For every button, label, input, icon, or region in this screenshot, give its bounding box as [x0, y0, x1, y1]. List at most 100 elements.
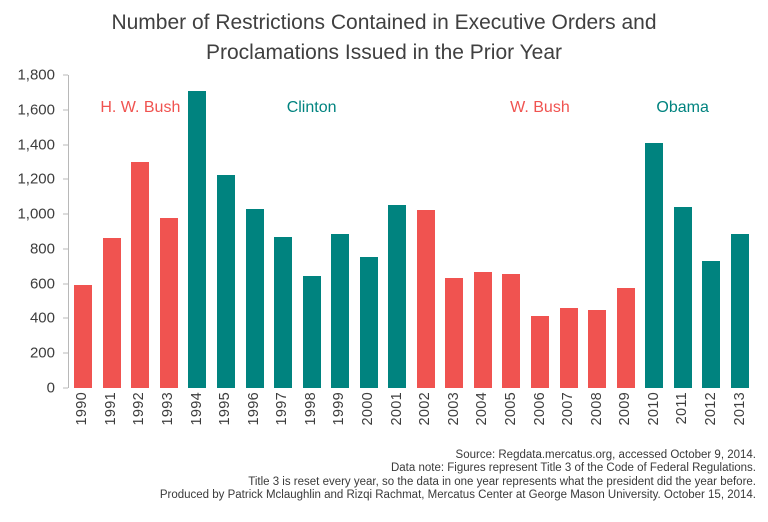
bar-slot — [354, 75, 383, 388]
bar-slot — [469, 75, 498, 388]
x-tick-label: 1997 — [274, 392, 291, 426]
x-label-slot: 2001 — [382, 392, 411, 436]
x-tick-label: 1994 — [188, 392, 205, 426]
bar-slot — [126, 75, 155, 388]
y-tick-label: 1,800 — [17, 66, 55, 84]
bar-1998 — [302, 275, 321, 388]
y-axis: 0 200 400 600 800 1,000 1,200 1,400 1,600 1,800 — [0, 67, 68, 397]
x-label-slot: 2007 — [554, 392, 583, 436]
x-label-slot: 1991 — [97, 392, 126, 436]
bar-slot — [526, 75, 555, 388]
y-tick-mark — [63, 74, 68, 76]
x-tick-label: 2005 — [502, 392, 519, 426]
x-tick-label: 2012 — [703, 392, 719, 426]
x-label-slot: 2013 — [725, 392, 754, 436]
x-label-slot: 2011 — [668, 392, 697, 436]
y-tick-mark — [63, 387, 68, 389]
y-tick-mark — [63, 317, 68, 319]
x-label-slot: 2008 — [582, 392, 611, 436]
bar-1993 — [159, 218, 178, 388]
footer-source-line: Source: Regdata.mercatus.org, accessed O… — [455, 449, 756, 461]
x-tick-label: 2009 — [617, 392, 634, 426]
x-tick-label: 1995 — [217, 392, 234, 426]
x-label-slot: 2000 — [354, 392, 383, 436]
y-tick-label: 200 — [29, 344, 55, 362]
x-tick-label: 2001 — [388, 392, 405, 426]
bar-2011 — [673, 207, 692, 388]
bar-slot — [583, 75, 612, 388]
x-tick-label: 2003 — [445, 392, 462, 426]
bar-2002 — [416, 209, 435, 388]
x-tick-label: 2007 — [560, 392, 577, 426]
x-tick-label: 2006 — [531, 392, 548, 426]
x-label-slot: 2012 — [697, 392, 726, 436]
x-label-slot: 1993 — [154, 392, 183, 436]
bar-1997 — [274, 236, 293, 388]
bar-2003 — [445, 277, 464, 388]
x-label-slot: 1994 — [182, 392, 211, 436]
bar-slot — [326, 75, 355, 388]
y-tick-mark — [63, 283, 68, 285]
y-tick-label: 400 — [29, 309, 55, 327]
footer-data-note-line: Data note: Figures represent Title 3 of … — [390, 462, 756, 475]
bar-slot — [297, 75, 326, 388]
bar-slot — [726, 75, 755, 388]
bar-1994 — [188, 90, 207, 388]
bar-slot — [155, 75, 184, 388]
x-label-slot: 1999 — [325, 392, 354, 436]
president-label-w-bush: W. Bush — [510, 99, 570, 116]
x-label-slot: 1990 — [68, 392, 97, 436]
x-label-slot: 2003 — [440, 392, 469, 436]
y-tick-label: 1,000 — [17, 205, 55, 223]
x-tick-label: 2004 — [474, 392, 491, 426]
bar-1991 — [102, 238, 121, 388]
bar-2013 — [730, 234, 749, 388]
bar-2010 — [645, 142, 664, 388]
x-axis-labels: 1990 1991 1992 1993 1994 1995 1996 1997 1998 1999… — [68, 392, 754, 436]
bar-2008 — [588, 309, 607, 388]
bar-slot — [497, 75, 526, 388]
bar-1999 — [331, 234, 350, 388]
y-tick-mark — [63, 178, 68, 180]
bar-2006 — [531, 315, 550, 388]
bar-2000 — [359, 256, 378, 388]
bar-2007 — [559, 308, 578, 388]
y-tick-mark — [63, 213, 68, 215]
y-tick-label: 1,400 — [17, 136, 55, 154]
x-tick-label: 2002 — [417, 392, 434, 426]
y-tick-label: 1,200 — [17, 170, 55, 188]
x-label-slot: 2004 — [468, 392, 497, 436]
y-tick-label: 1,600 — [17, 101, 55, 119]
bar-2004 — [473, 272, 492, 388]
x-label-slot: 2009 — [611, 392, 640, 436]
x-tick-label: 2011 — [674, 392, 691, 425]
y-tick-label: 600 — [29, 275, 55, 293]
footer-credits-line: Produced by Patrick Mclaughlin and Rizqi… — [159, 488, 756, 501]
x-tick-label: 2013 — [731, 392, 748, 426]
president-label-obama: Obama — [656, 99, 709, 116]
president-label-h-w-bush: H. W. Bush — [100, 99, 181, 116]
bar-slot — [240, 75, 269, 388]
bar-1992 — [131, 161, 150, 388]
chart-title: Number of Restrictions Contained in Exec… — [0, 8, 768, 69]
x-tick-label: 1996 — [245, 392, 262, 426]
bar-1996 — [245, 208, 264, 388]
y-tick-mark — [63, 352, 68, 354]
bar-slot — [183, 75, 212, 388]
x-tick-label: 1991 — [102, 392, 119, 426]
chart-title-text: Number of Restrictions Contained in Exec… — [111, 11, 657, 65]
x-tick-label: 1990 — [74, 392, 91, 426]
x-label-slot: 1996 — [239, 392, 268, 436]
footer-notes: Source: Regdata.mercatus.org, accessed O… — [160, 449, 756, 502]
plot-area: H. W. Bush Clinton W. Bush Obama — [68, 75, 754, 388]
x-tick-label: 2000 — [360, 392, 377, 426]
x-label-slot: 1995 — [211, 392, 240, 436]
footer-title3-note-line: Title 3 is reset every year, so the data… — [248, 475, 756, 488]
x-tick-label: 1998 — [302, 392, 319, 426]
y-tick-mark — [63, 248, 68, 250]
bar-slot — [668, 75, 697, 388]
bar-slot — [69, 75, 98, 388]
x-label-slot: 2006 — [525, 392, 554, 436]
bar-2009 — [616, 288, 635, 388]
x-label-slot: 1998 — [297, 392, 326, 436]
